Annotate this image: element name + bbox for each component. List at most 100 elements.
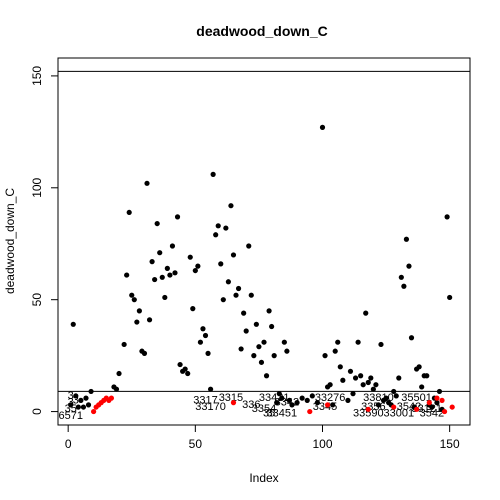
point-label: 33121 <box>411 403 442 415</box>
data-point <box>202 332 209 339</box>
data-point <box>162 294 168 301</box>
point-label: 6571 <box>58 410 82 422</box>
data-point <box>164 265 170 271</box>
data-point <box>373 382 379 388</box>
data-point <box>279 395 285 401</box>
data-point <box>352 375 359 381</box>
point-label: 33001 <box>383 408 414 420</box>
data-point <box>274 400 280 406</box>
data-point <box>286 397 293 403</box>
data-point <box>190 306 196 312</box>
data-point <box>152 276 158 283</box>
data-point <box>406 263 412 269</box>
data-point <box>363 310 369 316</box>
data-point <box>78 397 84 403</box>
highlighted-point <box>439 397 445 403</box>
data-point <box>195 263 201 269</box>
data-point <box>251 353 257 359</box>
data-point <box>403 236 410 242</box>
data-point <box>299 395 305 401</box>
point-label: 3 <box>73 394 79 406</box>
data-point <box>337 364 343 370</box>
data-point <box>246 243 252 249</box>
data-point <box>401 283 407 289</box>
data-point <box>192 267 198 274</box>
x-tick-label: 50 <box>189 437 203 451</box>
data-point <box>335 339 341 345</box>
data-point <box>284 348 290 354</box>
highlighted-point <box>307 408 313 415</box>
point-label: 35 <box>263 408 275 420</box>
data-point <box>146 317 153 323</box>
data-point <box>210 171 216 177</box>
data-point <box>131 297 137 303</box>
point-label: 3542 <box>420 408 444 420</box>
data-point <box>200 326 206 332</box>
data-point <box>174 214 181 220</box>
data-point <box>327 382 333 388</box>
data-point <box>375 402 382 408</box>
data-point <box>416 364 422 370</box>
data-point <box>75 404 81 410</box>
highlighted-point <box>230 400 237 406</box>
data-point <box>444 214 450 220</box>
data-point <box>360 382 366 388</box>
data-point <box>134 319 140 325</box>
data-point <box>393 393 399 399</box>
data-point <box>80 404 87 410</box>
data-point <box>238 346 244 352</box>
data-point <box>347 368 354 374</box>
data-point <box>419 384 425 390</box>
data-point <box>330 402 336 408</box>
data-point <box>215 223 221 229</box>
data-point <box>276 391 282 397</box>
highlighted-point <box>441 408 448 415</box>
x-tick-label: 0 <box>65 437 72 451</box>
point-label: 35501 <box>401 392 432 404</box>
point-label: 33451 <box>267 408 298 420</box>
y-axis-label: deadwood_down_C <box>3 188 17 294</box>
y-tick-label: 0 <box>30 408 44 415</box>
data-point <box>378 341 384 348</box>
data-point <box>408 335 415 341</box>
data-point <box>355 339 361 345</box>
data-point <box>177 361 183 368</box>
point-label: 336 <box>242 399 260 411</box>
highlighted-point <box>426 400 432 406</box>
data-point <box>281 339 287 345</box>
data-point <box>207 386 214 392</box>
data-point <box>68 402 74 408</box>
data-point <box>126 209 132 216</box>
data-point <box>345 397 351 403</box>
data-point <box>424 373 430 379</box>
data-point <box>230 252 237 258</box>
data-point <box>85 402 92 408</box>
data-point <box>116 370 122 377</box>
data-point <box>167 272 173 278</box>
data-point <box>223 225 229 231</box>
data-point <box>358 373 364 379</box>
data-point <box>248 292 254 298</box>
data-point <box>144 180 150 186</box>
highlighted-point <box>434 395 440 401</box>
data-point <box>322 353 328 359</box>
data-point <box>434 400 440 406</box>
data-point <box>88 388 94 395</box>
data-point <box>391 388 397 395</box>
data-point <box>187 254 193 260</box>
data-point <box>258 359 265 365</box>
data-point <box>154 220 160 227</box>
data-point <box>263 373 270 379</box>
y-tick-label: 150 <box>30 66 44 86</box>
data-point <box>319 124 326 130</box>
data-point <box>332 348 338 354</box>
data-point <box>73 393 79 399</box>
data-point <box>365 379 371 386</box>
y-tick-label: 100 <box>30 177 44 197</box>
data-point <box>269 323 275 330</box>
data-point <box>294 400 300 406</box>
reference-lines <box>58 70 470 392</box>
x-axis: 0 50 100 150 <box>65 424 460 451</box>
highlighted-point <box>391 404 397 410</box>
